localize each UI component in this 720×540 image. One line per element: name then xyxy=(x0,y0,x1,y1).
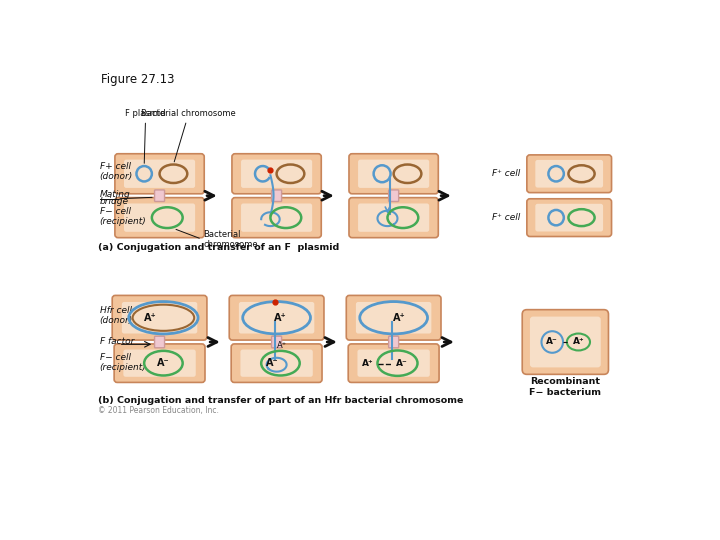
Text: Mating: Mating xyxy=(99,190,130,199)
FancyBboxPatch shape xyxy=(535,160,603,187)
Text: (b) Conjugation and transfer of part of an Hfr bacterial chromosome: (b) Conjugation and transfer of part of … xyxy=(98,396,464,405)
FancyBboxPatch shape xyxy=(241,160,312,188)
FancyBboxPatch shape xyxy=(115,154,204,194)
FancyBboxPatch shape xyxy=(240,349,312,377)
Text: (donor): (donor) xyxy=(99,315,132,325)
Text: Figure 27.13: Figure 27.13 xyxy=(101,72,174,85)
FancyBboxPatch shape xyxy=(522,309,608,374)
FancyBboxPatch shape xyxy=(155,336,165,348)
FancyBboxPatch shape xyxy=(527,199,611,237)
FancyBboxPatch shape xyxy=(239,302,315,334)
FancyBboxPatch shape xyxy=(357,349,430,377)
FancyBboxPatch shape xyxy=(349,154,438,194)
FancyBboxPatch shape xyxy=(232,154,321,194)
FancyBboxPatch shape xyxy=(346,295,441,340)
Text: A⁻: A⁻ xyxy=(266,358,279,368)
FancyBboxPatch shape xyxy=(241,204,312,232)
FancyBboxPatch shape xyxy=(349,198,438,238)
Text: F+ cell: F+ cell xyxy=(99,161,130,171)
Text: bridge: bridge xyxy=(99,197,128,206)
FancyBboxPatch shape xyxy=(112,295,207,340)
Text: F⁺ cell: F⁺ cell xyxy=(492,169,520,178)
Text: (recipient): (recipient) xyxy=(99,217,146,226)
FancyBboxPatch shape xyxy=(271,190,282,201)
FancyBboxPatch shape xyxy=(115,198,204,238)
Text: (a) Conjugation and transfer of an F  plasmid: (a) Conjugation and transfer of an F pla… xyxy=(98,244,339,252)
Text: (donor): (donor) xyxy=(99,172,132,180)
FancyBboxPatch shape xyxy=(527,155,611,193)
Text: A⁺: A⁺ xyxy=(572,338,584,347)
FancyBboxPatch shape xyxy=(535,204,603,232)
Text: A⁺: A⁺ xyxy=(362,359,374,368)
FancyBboxPatch shape xyxy=(124,160,195,188)
FancyBboxPatch shape xyxy=(231,344,322,382)
Text: F− cell: F− cell xyxy=(99,207,130,216)
FancyBboxPatch shape xyxy=(358,160,429,188)
Text: A⁺: A⁺ xyxy=(144,313,157,323)
Text: © 2011 Pearson Education, Inc.: © 2011 Pearson Education, Inc. xyxy=(98,406,219,415)
FancyBboxPatch shape xyxy=(358,204,429,232)
Text: A⁻: A⁻ xyxy=(157,358,170,368)
Text: F factor: F factor xyxy=(99,338,134,347)
FancyBboxPatch shape xyxy=(123,349,196,377)
FancyBboxPatch shape xyxy=(229,295,324,340)
Text: Bacterial
chromosome: Bacterial chromosome xyxy=(204,230,258,249)
FancyBboxPatch shape xyxy=(155,190,165,201)
FancyBboxPatch shape xyxy=(114,344,205,382)
Text: A⁻: A⁻ xyxy=(396,359,408,368)
FancyBboxPatch shape xyxy=(356,302,431,334)
FancyBboxPatch shape xyxy=(389,336,399,348)
Text: A⁺: A⁺ xyxy=(277,341,287,349)
FancyBboxPatch shape xyxy=(348,344,439,382)
Text: F− cell: F− cell xyxy=(99,353,130,361)
Text: A⁺: A⁺ xyxy=(274,313,287,323)
FancyBboxPatch shape xyxy=(271,336,282,348)
FancyBboxPatch shape xyxy=(389,190,399,201)
Text: F⁺ cell: F⁺ cell xyxy=(492,213,520,222)
FancyBboxPatch shape xyxy=(122,302,197,334)
Text: A⁻: A⁻ xyxy=(546,338,558,347)
FancyBboxPatch shape xyxy=(124,204,195,232)
Text: Recombinant
F− bacterium: Recombinant F− bacterium xyxy=(529,377,601,397)
Text: F plasmid: F plasmid xyxy=(125,109,166,163)
Text: A⁺: A⁺ xyxy=(393,313,406,323)
FancyBboxPatch shape xyxy=(530,316,600,367)
Text: Bacterial chromosome: Bacterial chromosome xyxy=(141,109,236,162)
Text: Hfr cell: Hfr cell xyxy=(99,306,132,314)
FancyBboxPatch shape xyxy=(232,198,321,238)
Text: (recipient): (recipient) xyxy=(99,362,146,372)
